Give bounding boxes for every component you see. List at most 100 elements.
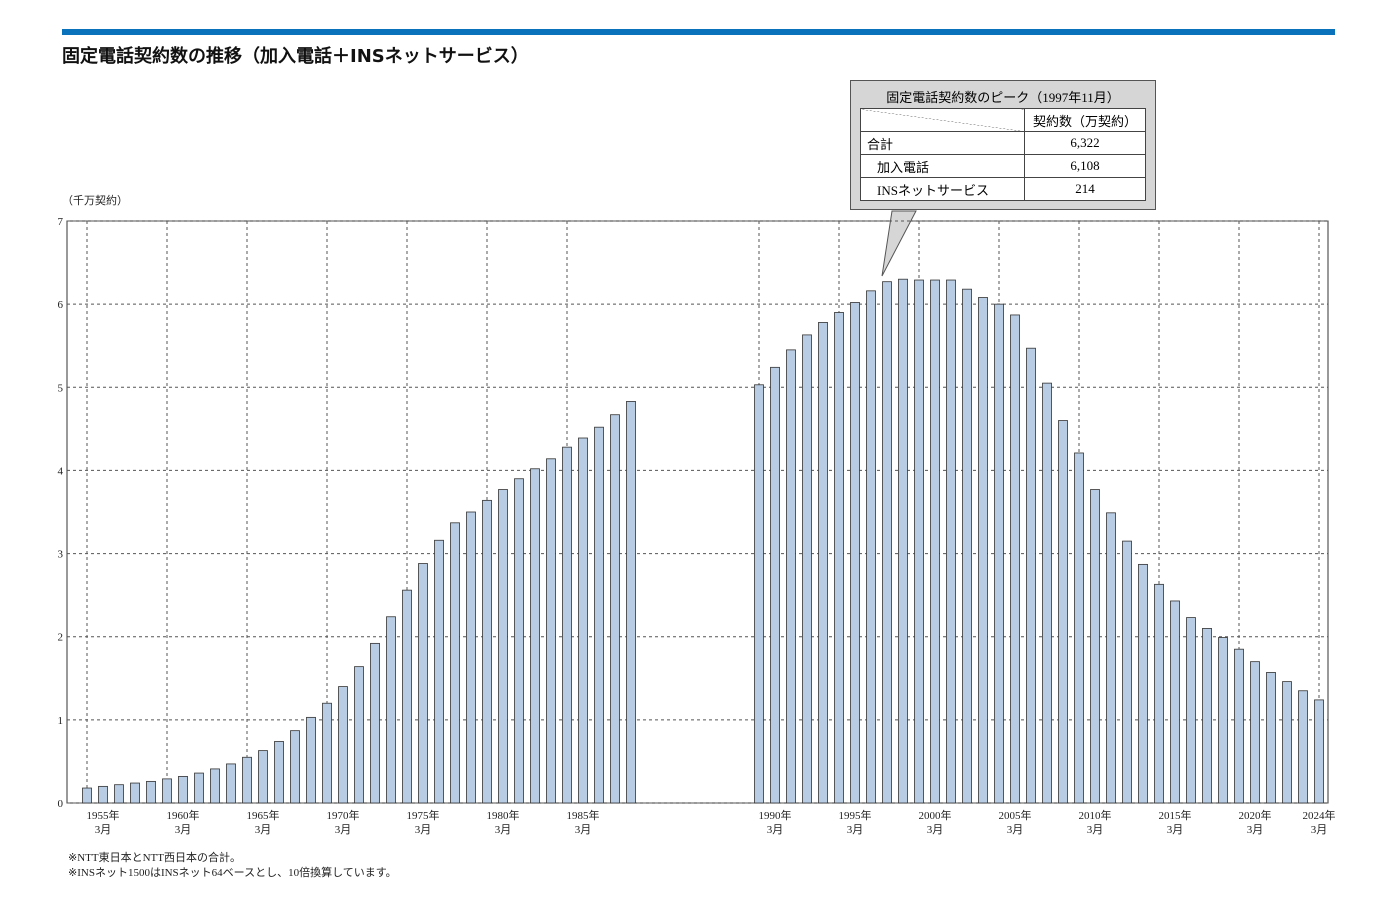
bar: [1138, 563, 1148, 804]
bar: [1010, 314, 1020, 804]
bar: [162, 778, 172, 804]
bar: [850, 302, 860, 804]
bar: [1314, 699, 1324, 804]
callout-pointer: [881, 210, 917, 277]
bar: [194, 772, 204, 804]
row-value: 214: [1024, 177, 1146, 201]
bar: [914, 279, 924, 804]
callout-table: 契約数（万契約） 合計 6,322 加入電話 6,108 INSネットサービス 214: [860, 108, 1146, 201]
bar: [498, 489, 508, 804]
bar: [1266, 672, 1276, 804]
bar: [1202, 628, 1212, 804]
bar: [866, 290, 876, 804]
column-header: 契約数（万契約）: [1024, 108, 1146, 132]
bar: [482, 499, 492, 804]
row-value: 6,108: [1024, 154, 1146, 178]
bar: [1058, 420, 1068, 804]
y-tick-label: 1: [58, 715, 64, 727]
bar: [962, 288, 972, 804]
row-label: INSネットサービス: [860, 177, 1025, 201]
bar: [1250, 661, 1260, 804]
bar: [898, 278, 908, 804]
x-tick-label: 1965年 3月: [247, 808, 280, 836]
x-tick-label: 2024年 3月: [1303, 808, 1336, 836]
x-tick-label: 1970年 3月: [327, 808, 360, 836]
x-tick-label: 1995年 3月: [839, 808, 872, 836]
title-bar: [62, 29, 1335, 35]
bar: [274, 741, 284, 804]
note: ※NTT東日本とNTT西日本の合計。: [68, 852, 241, 864]
bar: [1170, 600, 1180, 804]
bar: [1122, 540, 1132, 804]
bar: [946, 279, 956, 804]
x-tick-label: 2000年 3月: [919, 808, 952, 836]
bar: [514, 478, 524, 804]
x-tick-label: 2020年 3月: [1239, 808, 1272, 836]
bar: [1042, 382, 1052, 804]
bar: [226, 763, 236, 804]
bar: [290, 730, 300, 804]
bar: [930, 279, 940, 804]
bar: [562, 446, 572, 804]
callout: 固定電話契約数のピーク（1997年11月） 契約数（万契約） 合計 6,322 加…: [850, 80, 1156, 210]
bar: [402, 589, 412, 804]
row-label: 加入電話: [860, 154, 1025, 178]
y-tick-label: 0: [58, 798, 64, 810]
x-tick-label: 1980年 3月: [487, 808, 520, 836]
bar: [258, 750, 268, 804]
x-tick-label: 1985年 3月: [567, 808, 600, 836]
x-tick-label: 2010年 3月: [1079, 808, 1112, 836]
bar: [1106, 512, 1116, 804]
y-unit: （千万契約）: [62, 193, 128, 207]
bar: [770, 366, 780, 804]
bar: [306, 716, 316, 804]
x-tick-label: 2005年 3月: [999, 808, 1032, 836]
bar: [626, 401, 636, 804]
y-tick-label: 4: [58, 465, 64, 477]
y-tick-label: 3: [58, 549, 64, 561]
bar: [1298, 690, 1308, 804]
bar: [1154, 583, 1164, 804]
bar: [130, 782, 140, 804]
corner-cell: [860, 108, 1025, 132]
bar: [82, 787, 92, 804]
bar: [802, 334, 812, 804]
bar: [146, 780, 156, 804]
bar: [1090, 489, 1100, 804]
bar: [1186, 617, 1196, 804]
y-tick-label: 5: [58, 382, 64, 394]
bar: [114, 784, 124, 804]
row-label: 合計: [860, 131, 1025, 155]
bar: [1026, 347, 1036, 804]
bar: [210, 768, 220, 804]
bar: [610, 414, 620, 804]
note: ※INSネット1500はINSネット64ベースとし、10倍換算しています。: [68, 867, 397, 879]
bar: [594, 426, 604, 804]
bar: [466, 511, 476, 804]
bar: [882, 281, 892, 804]
bar: [786, 349, 796, 804]
bar: [578, 437, 588, 804]
bar: [386, 616, 396, 804]
bar: [418, 563, 428, 804]
y-tick-label: 2: [58, 632, 64, 644]
bar: [1234, 648, 1244, 804]
x-tick-label: 1955年 3月: [87, 808, 120, 836]
x-tick-label: 1975年 3月: [407, 808, 440, 836]
bar: [994, 303, 1004, 804]
bar: [818, 322, 828, 804]
callout-title: 固定電話契約数のピーク（1997年11月）: [886, 90, 1120, 105]
bar: [1218, 637, 1228, 804]
bar: [354, 666, 364, 804]
bar: [98, 785, 108, 804]
x-tick-label: 1960年 3月: [167, 808, 200, 836]
bar: [1282, 681, 1292, 804]
notes: ※NTT東日本とNTT西日本の合計。 ※INSネット1500はINSネット64ベ…: [68, 851, 397, 881]
x-tick-label: 1990年 3月: [759, 808, 792, 836]
bar: [1074, 452, 1084, 804]
y-tick-label: 6: [58, 299, 64, 311]
bar: [338, 686, 348, 804]
y-tick-label: 7: [58, 216, 64, 228]
